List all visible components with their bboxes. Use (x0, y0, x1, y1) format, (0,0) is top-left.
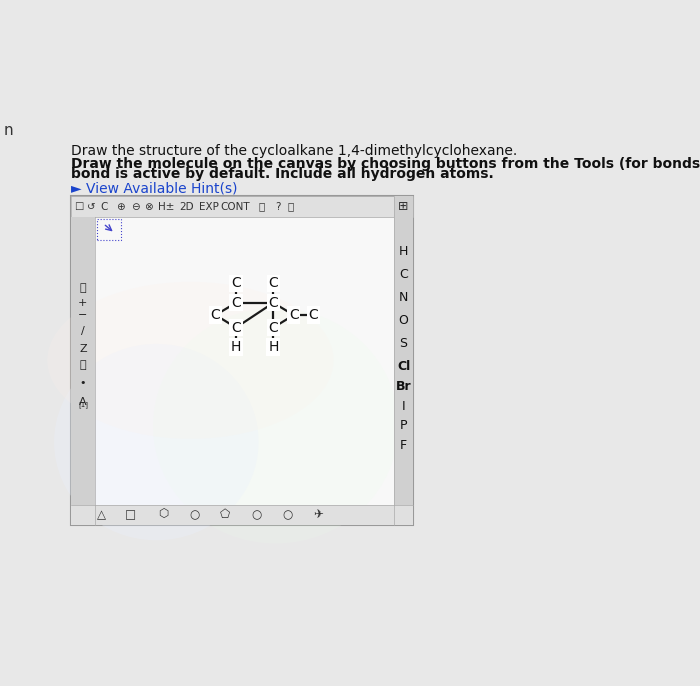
Text: P: P (400, 420, 407, 432)
Text: ☐: ☐ (74, 202, 83, 211)
Text: H: H (399, 246, 408, 259)
Text: ⊖: ⊖ (131, 202, 139, 211)
Text: H±: H± (158, 202, 175, 211)
Text: S: S (400, 338, 407, 351)
Bar (71, 217, 95, 525)
Bar (394, 196, 413, 525)
Text: bond is active by default. Include all hydrogen atoms.: bond is active by default. Include all h… (71, 167, 494, 181)
Text: A: A (79, 397, 87, 407)
Bar (71, 197, 412, 524)
Text: ⊞: ⊞ (398, 200, 409, 213)
Text: □: □ (125, 508, 136, 521)
Ellipse shape (153, 308, 398, 543)
Text: Cl: Cl (397, 360, 410, 373)
Text: C: C (269, 276, 278, 290)
Text: ⬛: ⬛ (80, 359, 86, 370)
Text: ⬠: ⬠ (220, 508, 230, 521)
Text: ○: ○ (190, 508, 200, 521)
Text: n: n (4, 123, 13, 138)
Text: ⤢: ⤢ (288, 202, 294, 211)
Ellipse shape (48, 282, 334, 439)
Ellipse shape (54, 344, 258, 541)
Text: H: H (268, 340, 279, 354)
Text: Draw the molecule on the canvas by choosing buttons from the Tools (for bonds), : Draw the molecule on the canvas by choos… (71, 157, 700, 171)
Text: C: C (211, 308, 220, 322)
Text: H: H (231, 340, 241, 354)
Text: Z: Z (79, 344, 87, 354)
Text: C: C (101, 202, 108, 211)
Text: ⓘ: ⓘ (258, 202, 265, 211)
Text: C: C (308, 308, 318, 322)
Text: CONT: CONT (220, 202, 250, 211)
Bar (71, 196, 413, 217)
Text: ⬦: ⬦ (80, 283, 86, 293)
Text: −: − (78, 310, 88, 320)
Text: I: I (402, 400, 405, 413)
Text: [1]: [1] (78, 401, 88, 408)
Bar (97, 219, 122, 240)
Text: ↺: ↺ (87, 202, 96, 211)
Text: ○: ○ (251, 508, 262, 521)
Text: O: O (398, 314, 409, 327)
Text: △: △ (97, 508, 106, 521)
Text: ⬡: ⬡ (158, 508, 169, 521)
Bar (71, 196, 413, 525)
Text: EXP: EXP (199, 202, 219, 211)
Text: C: C (269, 320, 278, 335)
Text: ⊕: ⊕ (116, 202, 125, 211)
Text: C: C (231, 296, 241, 310)
Text: ⊗: ⊗ (144, 202, 153, 211)
Text: 2D: 2D (178, 202, 193, 211)
Text: N: N (399, 292, 408, 305)
Text: C: C (231, 276, 241, 290)
Text: +: + (78, 298, 88, 308)
Text: /: / (81, 326, 85, 335)
Text: •: • (80, 378, 86, 388)
Text: Br: Br (395, 380, 412, 393)
Text: ► View Available Hint(s): ► View Available Hint(s) (71, 182, 237, 196)
Text: F: F (400, 439, 407, 452)
Text: ✈: ✈ (314, 508, 323, 521)
Text: Draw the structure of the cycloalkane 1,4-dimethylcyclohexane.: Draw the structure of the cycloalkane 1,… (71, 144, 517, 158)
Text: C: C (399, 268, 408, 281)
Text: C: C (269, 296, 278, 310)
Text: C: C (289, 308, 299, 322)
Text: ○: ○ (282, 508, 293, 521)
Text: ?: ? (275, 202, 280, 211)
Text: C: C (231, 320, 241, 335)
Bar (71, 505, 413, 525)
